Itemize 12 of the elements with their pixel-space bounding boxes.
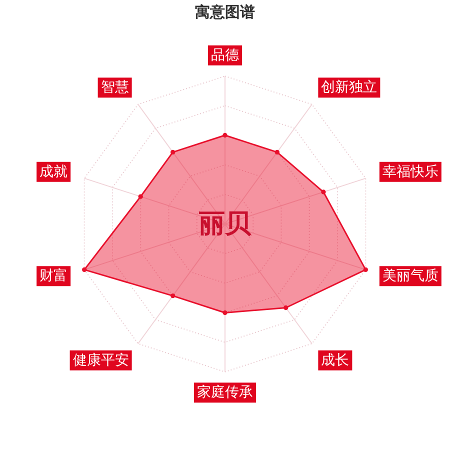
spoke-label: 健康平安 [72, 351, 129, 368]
spoke-label: 美丽气质 [382, 267, 438, 284]
text: 丽贝 [198, 208, 252, 238]
spoke-label: 财富 [40, 267, 68, 284]
spoke-label: 创新独立 [321, 78, 378, 95]
spoke-label: 成就 [40, 162, 68, 179]
spoke-label: 成长 [321, 351, 350, 368]
spoke-label: 智慧 [100, 78, 129, 95]
chart-title: 寓意图谱 [195, 3, 255, 21]
spoke-label: 幸福快乐 [382, 162, 438, 179]
spoke-label: 品德 [211, 46, 239, 62]
spoke-label: 家庭传承 [197, 384, 253, 400]
